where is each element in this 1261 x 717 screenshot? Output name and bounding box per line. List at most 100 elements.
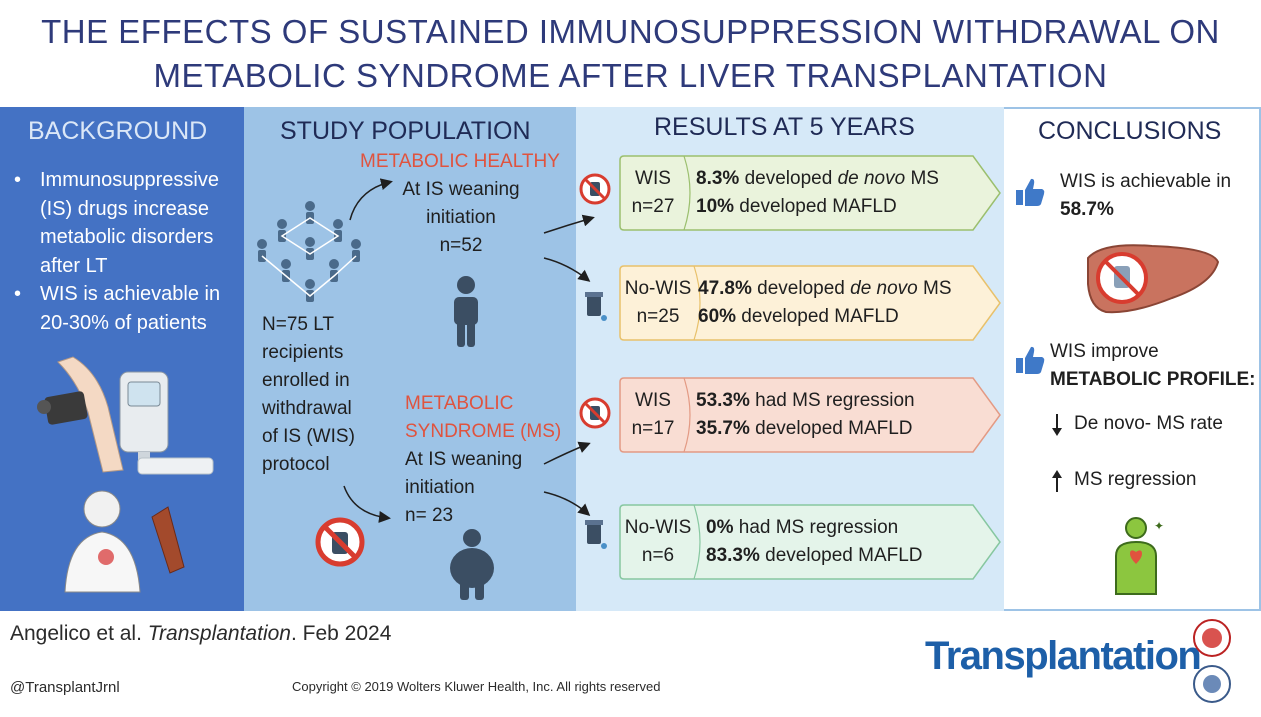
title-line-2: METABOLIC SYNDROME AFTER LIVER TRANSPLAN… <box>153 57 1108 94</box>
society-seal-1 <box>1193 619 1231 657</box>
total-line: of IS (WIS) <box>262 426 355 447</box>
result-text: developed MAFLD <box>749 418 913 439</box>
citation: Angelico et al. Transplantation. Feb 202… <box>10 622 391 646</box>
result-value: 60% <box>698 306 737 327</box>
conclusion-1-value: 58.7% <box>1060 199 1114 220</box>
ms-desc-line: n= 23 <box>405 505 454 526</box>
total-line: recipients <box>262 342 344 363</box>
result-text: developed <box>739 168 838 189</box>
no-drugs-icon <box>579 173 611 205</box>
citation-journal: Transplantation <box>147 622 291 645</box>
group-n: n=27 <box>631 196 675 217</box>
total-line: protocol <box>262 454 330 475</box>
result-value: 10% <box>696 196 735 217</box>
total-line: N=75 LT <box>262 314 334 335</box>
result-value: 35.7% <box>696 418 750 439</box>
result-value: 8.3% <box>696 168 740 189</box>
conclusion-1: WIS is achievable in 58.7% <box>1060 168 1231 224</box>
copyright: Copyright © 2019 Wolters Kluwer Health, … <box>292 679 661 694</box>
result-text: developed <box>751 278 851 299</box>
bullet-text: WIS is achievable in 20-30% of patients <box>40 283 221 334</box>
group-label: WIS <box>635 168 671 189</box>
result-value: 0% <box>706 517 734 538</box>
conclusion-2: WIS improve METABOLIC PROFILE: <box>1050 338 1255 394</box>
result-value: 83.3% <box>706 545 760 566</box>
result-line-2: 35.7% developed MAFLD <box>696 415 915 443</box>
arrow-up-icon <box>1052 470 1062 492</box>
patient-chest-pain-illustration <box>64 490 185 593</box>
result-2-group: No-WIS n=25 <box>620 275 696 331</box>
result-text: had MS regression <box>749 390 915 411</box>
result-text: MS <box>905 168 939 189</box>
result-value: 53.3% <box>696 390 750 411</box>
bullet-mark: • <box>14 283 22 305</box>
journal-logo-text: Transplantation <box>925 634 1202 678</box>
title-line-1: THE EFFECTS OF SUSTAINED IMMUNOSUPPRESSI… <box>41 13 1220 50</box>
result-4-group: No-WIS n=6 <box>620 514 696 570</box>
result-1-group: WIS n=27 <box>622 165 684 221</box>
result-text: MS <box>917 278 952 299</box>
bullet-text: Immunosuppressive (IS) drugs increase me… <box>40 169 219 277</box>
metabolic-syndrome-label: METABOLIC SYNDROME (MS) <box>405 390 561 446</box>
result-value: 47.8% <box>698 278 752 299</box>
blood-pressure-glucometer-illustration <box>37 356 214 475</box>
result-2-text: 47.8% developed de novo MS 60% developed… <box>698 275 952 331</box>
metabolic-healthy-description: At IS weaning initiation n=52 <box>396 176 526 260</box>
thumbs-up-icon <box>1016 178 1045 206</box>
total-population-text: N=75 LT recipients enrolled in withdrawa… <box>262 311 355 479</box>
result-1-text: 8.3% developed de novo MS 10% developed … <box>696 165 939 221</box>
society-seal-2 <box>1193 665 1231 703</box>
conclusions-heading: CONCLUSIONS <box>1038 117 1222 145</box>
background-bullet-2: • WIS is achievable in 20-30% of patient… <box>14 280 240 337</box>
citation-date: . Feb 2024 <box>290 622 392 645</box>
background-panel <box>0 107 244 611</box>
result-line-2: 60% developed MAFLD <box>698 303 952 331</box>
overweight-person-icon <box>450 529 494 600</box>
thumbs-up-icon <box>1016 346 1045 374</box>
flow-arrows <box>343 178 595 523</box>
down-metric: De novo- MS rate <box>1074 413 1223 434</box>
result-line-1: 8.3% developed de novo MS <box>696 165 939 193</box>
healthy-desc-line: initiation <box>426 207 496 228</box>
background-bullet-1: • Immunosuppressive (IS) drugs increase … <box>14 166 240 280</box>
total-line: withdrawal <box>262 398 352 419</box>
result-box-3 <box>619 377 1001 453</box>
result-text: had MS regression <box>733 517 899 538</box>
conclusion-2-value: METABOLIC PROFILE: <box>1050 369 1256 390</box>
conclusion-1-text: WIS is achievable in <box>1060 171 1232 192</box>
journal-logo: Transplantation® <box>925 634 1211 679</box>
result-line-2: 10% developed MAFLD <box>696 193 939 221</box>
metabolic-healthy-label: METABOLIC HEALTHY <box>360 151 560 172</box>
group-n: n=17 <box>631 418 675 439</box>
slim-person-icon <box>454 276 478 347</box>
arrow-down-icon <box>1052 414 1062 436</box>
background-heading: BACKGROUND <box>28 117 208 145</box>
result-3-text: 53.3% had MS regression 35.7% developed … <box>696 387 915 443</box>
result-text: developed MAFLD <box>736 306 899 327</box>
metabolic-syndrome-description: At IS weaning initiation n= 23 <box>405 446 522 530</box>
up-metric: MS regression <box>1074 469 1197 490</box>
no-drugs-icon <box>579 397 611 429</box>
result-line-2: 83.3% developed MAFLD <box>706 542 923 570</box>
result-line-1: 47.8% developed de novo MS <box>698 275 952 303</box>
ms-desc-line: At IS weaning <box>405 449 523 470</box>
result-line-1: 0% had MS regression <box>706 514 923 542</box>
ms-label-line: METABOLIC <box>405 393 514 414</box>
results-heading: RESULTS AT 5 YEARS <box>654 113 915 141</box>
no-drugs-icon <box>315 517 365 567</box>
result-4-text: 0% had MS regression 83.3% developed MAF… <box>706 514 923 570</box>
ms-desc-line: initiation <box>405 477 475 498</box>
group-n: n=25 <box>636 306 680 327</box>
group-n: n=6 <box>641 545 675 566</box>
study-population-panel <box>244 107 576 611</box>
result-box-4 <box>619 504 1001 580</box>
population-network-icon <box>257 201 361 302</box>
liver-no-drugs-icon <box>1087 244 1220 314</box>
medication-icon <box>585 292 607 321</box>
svg-text:✦: ✦ <box>1154 519 1164 533</box>
result-line-1: 53.3% had MS regression <box>696 387 915 415</box>
healthy-desc-line: At IS weaning <box>402 179 520 200</box>
conclusion-2-text: WIS improve <box>1050 341 1159 362</box>
healthy-desc-line: n=52 <box>439 235 483 256</box>
healthy-person-heart-icon: ✦ <box>1115 517 1164 595</box>
